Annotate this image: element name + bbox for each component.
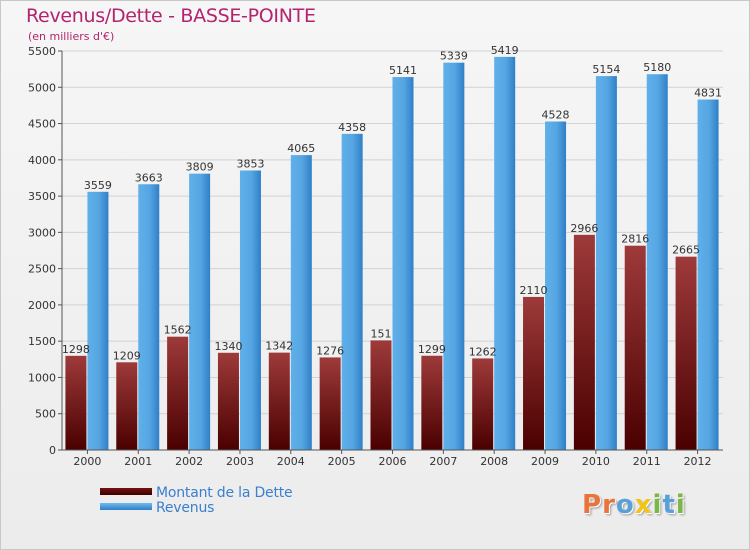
- data-label-revenus: 5180: [643, 61, 671, 74]
- bar-dette: [523, 296, 545, 450]
- bar-dette: [167, 336, 189, 450]
- x-tick-label: 2012: [684, 455, 712, 468]
- data-label-revenus: 3809: [186, 161, 214, 174]
- data-label-dette: 2816: [621, 233, 649, 246]
- bar-revenus: [341, 133, 363, 450]
- bar-revenus: [138, 184, 160, 451]
- x-tick-label: 2007: [429, 455, 457, 468]
- logo-letter: t: [662, 490, 676, 520]
- bar-revenus: [392, 77, 414, 450]
- data-label-revenus: 4358: [338, 121, 366, 134]
- legend-label-revenus: Revenus: [156, 500, 215, 516]
- y-tick-label: 2000: [28, 299, 56, 312]
- data-label-revenus: 3559: [84, 179, 112, 192]
- y-tick-label: 4500: [28, 118, 56, 131]
- bar-dette: [370, 340, 392, 450]
- data-label-dette: 1340: [214, 340, 242, 353]
- logo-letter: x: [634, 490, 653, 520]
- x-tick-label: 2003: [226, 455, 254, 468]
- x-tick-label: 2011: [633, 455, 661, 468]
- data-label-revenus: 3853: [236, 157, 264, 170]
- bar-revenus: [87, 191, 109, 450]
- data-label-revenus: 4065: [287, 142, 315, 155]
- legend-label-dette: Montant de la Dette: [156, 485, 293, 501]
- bar-revenus: [189, 173, 211, 450]
- logo-letter: o: [615, 490, 635, 520]
- data-label-dette: 1298: [62, 343, 90, 356]
- bar-dette: [624, 245, 646, 450]
- data-label-revenus: 3663: [135, 171, 163, 184]
- x-tick-label: 2004: [277, 455, 305, 468]
- data-label-dette: 1562: [164, 324, 192, 337]
- bar-revenus: [646, 74, 668, 451]
- logo-letter: P: [582, 490, 603, 520]
- y-tick-label: 1500: [28, 335, 56, 348]
- x-tick-label: 2009: [531, 455, 559, 468]
- bars-layer: [65, 56, 719, 451]
- bar-dette: [268, 352, 290, 450]
- chart-subtitle: (en milliers d'€): [28, 30, 115, 43]
- y-tick-label: 0: [49, 444, 56, 457]
- data-label-dette: 2966: [570, 222, 598, 235]
- bar-dette: [421, 355, 443, 450]
- y-tick-label: 3000: [28, 226, 56, 239]
- bar-revenus: [595, 76, 617, 450]
- data-label-dette: 151: [371, 327, 392, 340]
- bar-revenus: [239, 170, 261, 450]
- x-tick-label: 2010: [582, 455, 610, 468]
- proxiti-logo: Proxiti: [582, 490, 686, 520]
- bar-revenus: [697, 99, 719, 451]
- data-label-dette: 2110: [520, 284, 548, 297]
- x-tick-label: 2002: [175, 455, 203, 468]
- data-label-dette: 1209: [113, 349, 141, 362]
- x-tick-label: 2001: [124, 455, 152, 468]
- x-tick-label: 2005: [328, 455, 356, 468]
- data-label-dette: 2665: [672, 244, 700, 257]
- bar-dette: [675, 256, 697, 450]
- bar-revenus: [290, 155, 312, 450]
- bar-dette: [472, 358, 494, 450]
- logo-letter: i: [675, 490, 686, 520]
- data-label-revenus: 5154: [592, 63, 620, 76]
- bar-dette: [116, 362, 138, 450]
- data-label-revenus: 4528: [542, 109, 570, 122]
- labels-layer: 1298 3559 1209 3663 1562 3809 1340 3853 1342 4065…: [62, 44, 722, 362]
- logo-letter: r: [602, 490, 616, 520]
- bar-revenus: [443, 62, 465, 451]
- data-label-dette: 1342: [265, 340, 293, 353]
- y-tick-label: 5500: [28, 45, 56, 58]
- y-tick-label: 1000: [28, 371, 56, 384]
- bar-dette: [217, 352, 239, 450]
- x-tick-label: 2000: [73, 455, 101, 468]
- axis-layer: 0 500 1000 1500 2000 2500 3000 3500 4000 4500 5000…: [28, 45, 723, 468]
- data-label-revenus: 5141: [389, 64, 417, 77]
- legend-swatch-dette: [100, 488, 152, 495]
- y-tick-label: 3500: [28, 190, 56, 203]
- chart-title: Revenus/Dette - BASSE-POINTE: [26, 5, 316, 27]
- bar-revenus: [494, 56, 516, 450]
- bar-dette: [573, 234, 595, 450]
- data-label-dette: 1299: [418, 343, 446, 356]
- data-label-revenus: 4831: [694, 87, 722, 100]
- data-label-revenus: 5339: [440, 50, 468, 63]
- y-tick-label: 500: [35, 408, 56, 421]
- y-tick-label: 5000: [28, 81, 56, 94]
- data-label-dette: 1262: [469, 345, 497, 358]
- data-label-dette: 1276: [316, 344, 344, 357]
- bar-dette: [319, 357, 341, 450]
- bar-dette: [65, 355, 87, 450]
- x-tick-label: 2006: [379, 455, 407, 468]
- logo-letter: i: [652, 490, 663, 520]
- x-tick-label: 2008: [480, 455, 508, 468]
- y-tick-label: 2500: [28, 263, 56, 276]
- y-tick-label: 4000: [28, 154, 56, 167]
- legend-swatch-revenus: [100, 503, 152, 510]
- bar-revenus: [545, 121, 567, 450]
- data-label-revenus: 5419: [491, 44, 519, 57]
